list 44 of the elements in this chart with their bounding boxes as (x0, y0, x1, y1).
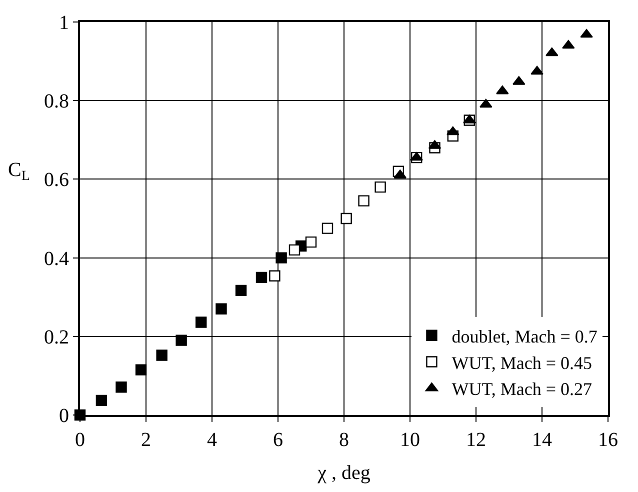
y-tick-label: 0 (59, 405, 69, 427)
point (156, 350, 168, 361)
legend-label: WUT, Mach = 0.45 (452, 352, 592, 373)
point (305, 236, 317, 248)
point (580, 28, 593, 38)
point (530, 66, 544, 75)
point (96, 394, 108, 406)
y-axis-title: C$_{L}$ (8, 159, 30, 184)
point (235, 284, 247, 296)
point (256, 272, 268, 284)
point (276, 252, 287, 264)
x-tick-label: 4 (207, 429, 217, 451)
x-tick-label: 14 (532, 429, 552, 451)
point (358, 195, 370, 206)
y-tick-label: 1 (59, 12, 69, 34)
point (446, 126, 460, 136)
point (196, 316, 207, 328)
point (176, 334, 187, 346)
x-tick-label: 12 (466, 429, 486, 451)
y-tick-label: 0.6 (44, 169, 69, 192)
point (562, 40, 575, 49)
point (135, 364, 147, 376)
point (374, 181, 386, 193)
y-tick-label: 0.4 (44, 248, 69, 270)
point (322, 222, 334, 234)
legend-label: doublet, Mach = 0.7 (452, 326, 598, 346)
x-tick-label: 2 (141, 429, 151, 451)
point (288, 244, 300, 256)
point (340, 212, 352, 224)
y-tick-label: 0.8 (44, 90, 69, 113)
legend-label: WUT, Mach = 0.27 (452, 379, 592, 400)
point (216, 303, 227, 314)
y-tick-label: 0.2 (44, 326, 69, 348)
x-tick-label: 8 (339, 429, 349, 451)
point (480, 98, 492, 108)
point (546, 47, 558, 56)
x-tick-label: 6 (273, 429, 283, 451)
point (116, 382, 127, 393)
x-tick-label: 0 (75, 429, 85, 451)
point (269, 270, 280, 282)
x-tick-label: 10 (400, 429, 420, 451)
x-tick-label: 16 (598, 429, 618, 451)
x-axis-title: χ , deg (316, 462, 370, 484)
point (410, 152, 423, 161)
